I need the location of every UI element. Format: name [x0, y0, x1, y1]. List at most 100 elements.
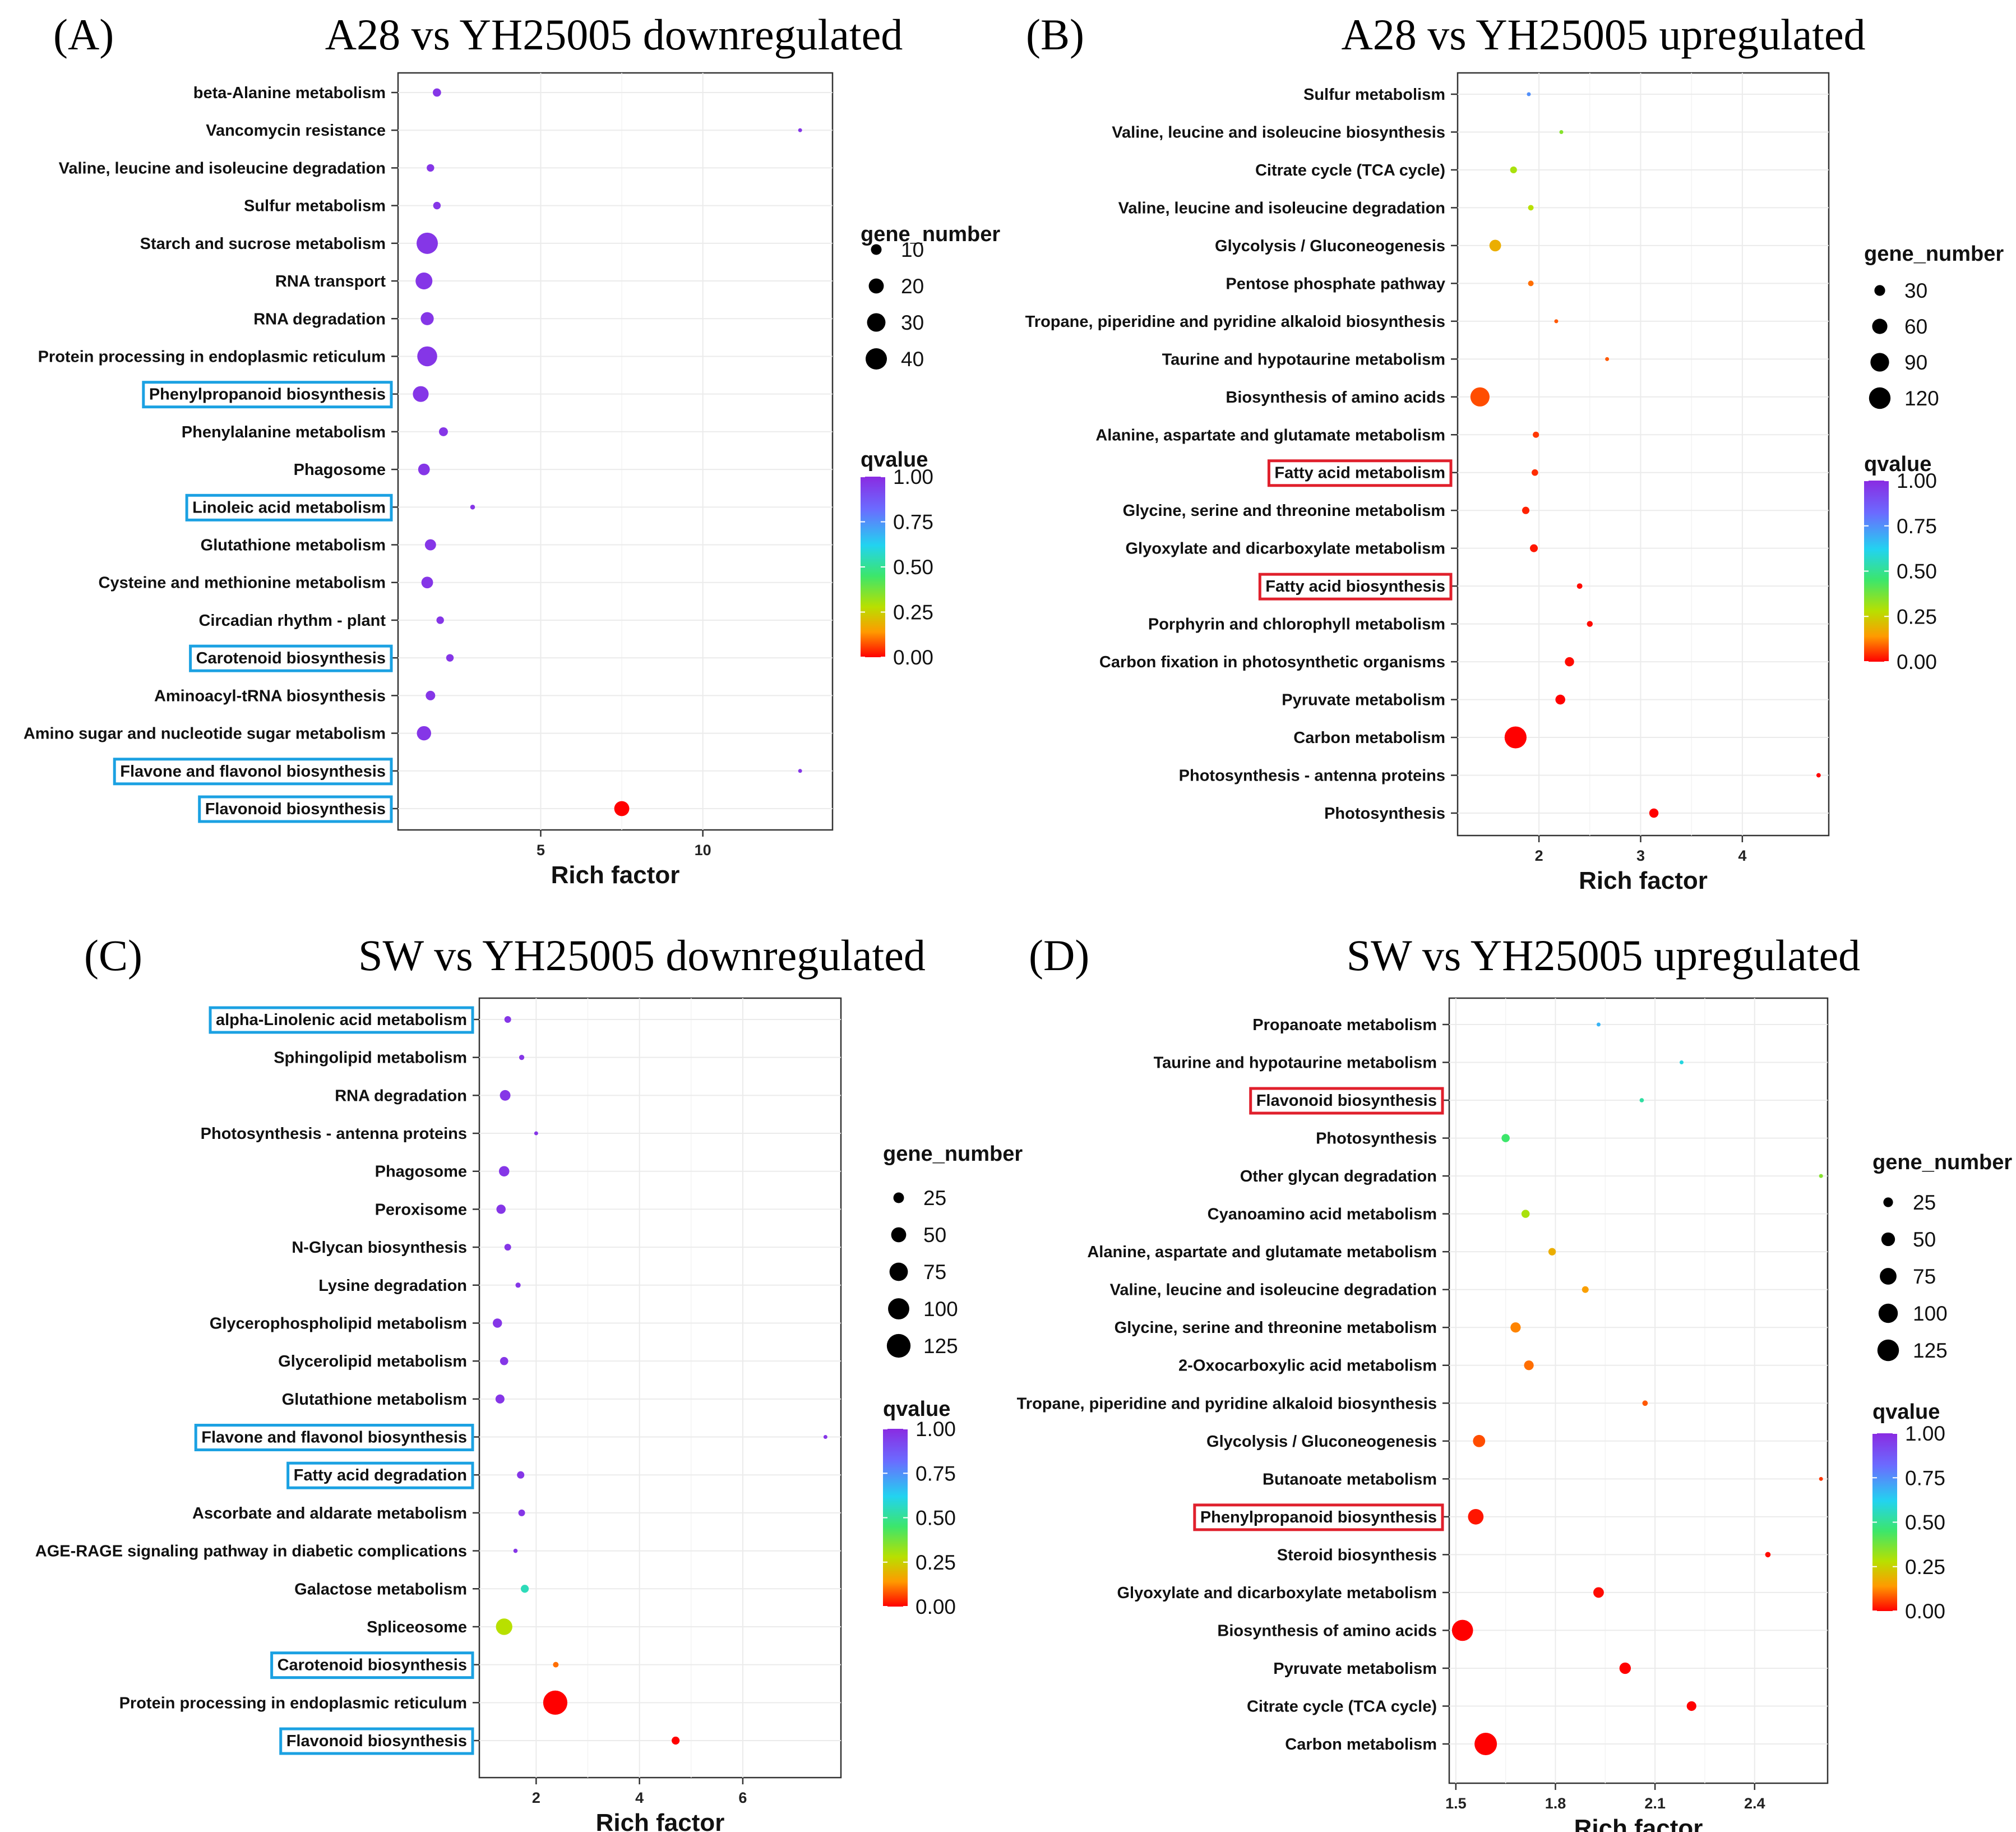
data-point	[1765, 1552, 1771, 1558]
data-point	[823, 1435, 827, 1439]
data-point	[1470, 387, 1490, 407]
data-point	[1510, 166, 1517, 174]
data-point	[519, 1055, 525, 1060]
data-point	[614, 801, 630, 816]
data-point	[417, 346, 437, 367]
color-legend-label: 0.50	[893, 556, 933, 579]
y-tick-label: Carotenoid biosynthesis	[278, 1656, 467, 1674]
y-tick-label: Aminoacyl-tRNA biosynthesis	[154, 687, 386, 705]
y-tick-label: Tropane, piperidine and pyridine alkaloi…	[1017, 1395, 1437, 1413]
size-legend-dot	[1881, 1232, 1895, 1247]
data-point	[439, 427, 448, 436]
x-tick-label: 5	[537, 842, 545, 859]
data-point	[1522, 506, 1530, 514]
data-point	[1533, 431, 1539, 438]
size-legend-dot	[871, 244, 882, 255]
y-tick-label: Biosynthesis of amino acids	[1226, 389, 1445, 407]
data-point	[1532, 469, 1538, 476]
data-point	[417, 726, 432, 741]
y-tick-label: Glycerolipid metabolism	[278, 1353, 467, 1370]
x-tick-label: 10	[695, 842, 711, 859]
data-point	[798, 769, 802, 773]
highlight-box	[189, 644, 393, 672]
color-legend-title: qvalue	[861, 448, 928, 472]
size-legend-label: 125	[923, 1335, 958, 1358]
highlight-box	[209, 1006, 474, 1034]
y-tick-label: Sulfur metabolism	[244, 197, 386, 215]
data-point	[470, 505, 475, 510]
y-tick-label: Glutathione metabolism	[201, 537, 386, 555]
plot-area	[397, 72, 834, 831]
size-legend-dot	[1883, 1197, 1893, 1207]
y-tick-label: Spliceosome	[367, 1618, 467, 1636]
y-tick-label: Valine, leucine and isoleucine degradati…	[59, 159, 386, 177]
y-tick-label: Starch and sucrose metabolism	[140, 235, 386, 253]
y-tick-label: Carbon metabolism	[1285, 1736, 1437, 1753]
y-tick-label: Citrate cycle (TCA cycle)	[1247, 1697, 1437, 1715]
size-legend-dot	[1872, 319, 1888, 334]
data-point	[500, 1356, 508, 1365]
color-legend-label: 0.00	[893, 646, 933, 669]
data-point	[504, 1244, 511, 1251]
data-point	[1468, 1508, 1484, 1525]
size-legend-label: 10	[901, 238, 924, 261]
size-legend-label: 50	[923, 1224, 946, 1247]
data-point	[1587, 621, 1593, 627]
y-tick-label: Pentose phosphate pathway	[1226, 275, 1445, 293]
data-point	[1527, 92, 1531, 96]
panel-title: SW vs YH25005 downregulated	[358, 931, 926, 980]
x-tick-label: 2	[1535, 847, 1543, 864]
data-point	[1679, 1060, 1684, 1065]
data-point	[1576, 583, 1583, 589]
y-tick-label: Glyoxylate and dicarboxylate metabolism	[1117, 1584, 1437, 1602]
size-legend-label: 30	[901, 311, 924, 334]
x-tick-label: 1.8	[1545, 1795, 1566, 1812]
highlight-box	[185, 493, 393, 522]
color-legend-title: qvalue	[1872, 1400, 1940, 1424]
color-legend-label: 0.75	[1897, 515, 1937, 538]
y-tick-label: Photosynthesis - antenna proteins	[201, 1125, 467, 1143]
data-point	[413, 386, 429, 402]
panel-label: (A)	[53, 10, 114, 59]
data-point	[517, 1471, 525, 1479]
highlight-box	[1258, 573, 1453, 601]
size-legend-label: 120	[1904, 387, 1939, 410]
x-axis-label: Rich factor	[551, 861, 680, 889]
y-tick-label: RNA degradation	[335, 1087, 467, 1105]
color-legend-label: 1.00	[893, 465, 933, 488]
data-point	[1649, 808, 1659, 818]
highlight-box	[142, 381, 393, 409]
y-tick-label: Taurine and hypotaurine metabolism	[1154, 1054, 1437, 1072]
y-tick-label: Flavonoid biosynthesis	[205, 800, 386, 818]
data-point	[433, 201, 441, 210]
size-legend-label: 25	[923, 1187, 946, 1210]
y-tick-label: Valine, leucine and isoleucine degradati…	[1110, 1281, 1437, 1299]
y-tick-label: Flavonoid biosynthesis	[286, 1732, 467, 1750]
plot-area	[478, 997, 842, 1779]
color-legend-label: 1.00	[1897, 469, 1937, 492]
data-point	[553, 1662, 559, 1668]
size-legend-label: 125	[1913, 1339, 1948, 1362]
size-legend-title: gene_number	[883, 1142, 1023, 1166]
color-legend-label: 0.50	[1897, 560, 1937, 583]
y-tick-label: Other glycan degradation	[1240, 1168, 1437, 1185]
y-tick-label: Peroxisome	[375, 1201, 467, 1219]
data-point	[1605, 357, 1610, 361]
y-tick-label: Flavone and flavonol biosynthesis	[201, 1429, 467, 1447]
data-point	[420, 312, 434, 325]
data-point	[1548, 1248, 1556, 1256]
plot-area	[1448, 997, 1829, 1784]
y-tick-label: Protein processing in endoplasmic reticu…	[119, 1694, 467, 1712]
panel-d: (D) SW vs YH25005 upregulated Propanoate m…	[1017, 931, 2013, 1832]
data-point	[1528, 205, 1534, 211]
data-point	[504, 1016, 511, 1023]
data-point	[1451, 1619, 1473, 1641]
data-point	[436, 616, 444, 624]
y-tick-label: Valine, leucine and isoleucine degradati…	[1118, 199, 1445, 217]
size-legend-dot	[1869, 387, 1891, 409]
data-point	[498, 1166, 510, 1177]
y-tick-label: Photosynthesis - antenna proteins	[1179, 767, 1445, 785]
data-point	[1501, 1134, 1510, 1142]
color-legend-label: 0.75	[893, 511, 933, 534]
y-tick-label: Linoleic acid metabolism	[192, 499, 386, 516]
